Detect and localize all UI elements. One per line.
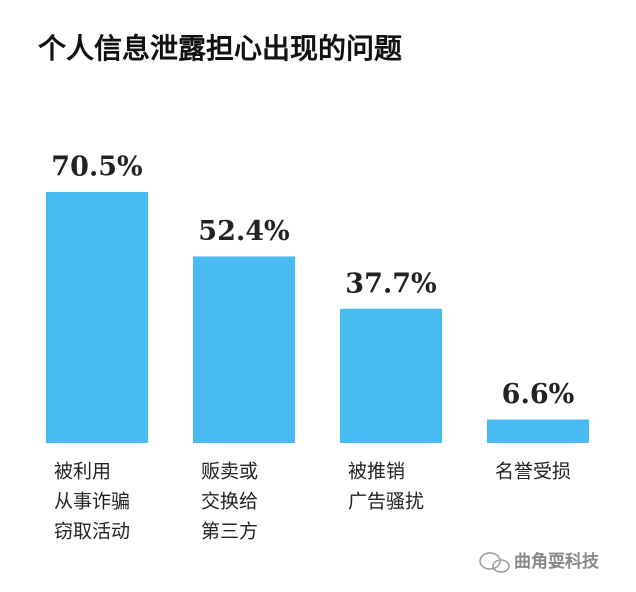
watermark-icon <box>479 552 510 573</box>
value-label: 6.6% <box>502 379 575 410</box>
x-tick-label: 第三方 <box>201 521 258 543</box>
chart-title: 个人信息泄露担心出现的问题 <box>38 32 402 65</box>
x-tick-label: 窃取活动 <box>54 521 130 543</box>
x-tick-label: 从事诈骗 <box>54 491 130 513</box>
value-label: 37.7% <box>345 268 436 299</box>
x-tick-label: 交换给 <box>201 491 258 513</box>
value-label: 52.4% <box>198 216 289 247</box>
x-tick-label: 名誉受损 <box>495 461 571 483</box>
x-tick-label: 贩卖或 <box>201 461 258 483</box>
x-tick-label: 广告骚扰 <box>348 491 424 513</box>
x-tick-label: 被利用 <box>54 461 111 483</box>
value-label: 70.5% <box>51 152 142 183</box>
bar <box>487 419 589 443</box>
bar <box>193 256 295 443</box>
watermark: 曲角耍科技 <box>514 551 600 572</box>
x-tick-label: 被推销 <box>348 461 405 483</box>
bar <box>46 192 148 443</box>
bar <box>340 308 442 443</box>
